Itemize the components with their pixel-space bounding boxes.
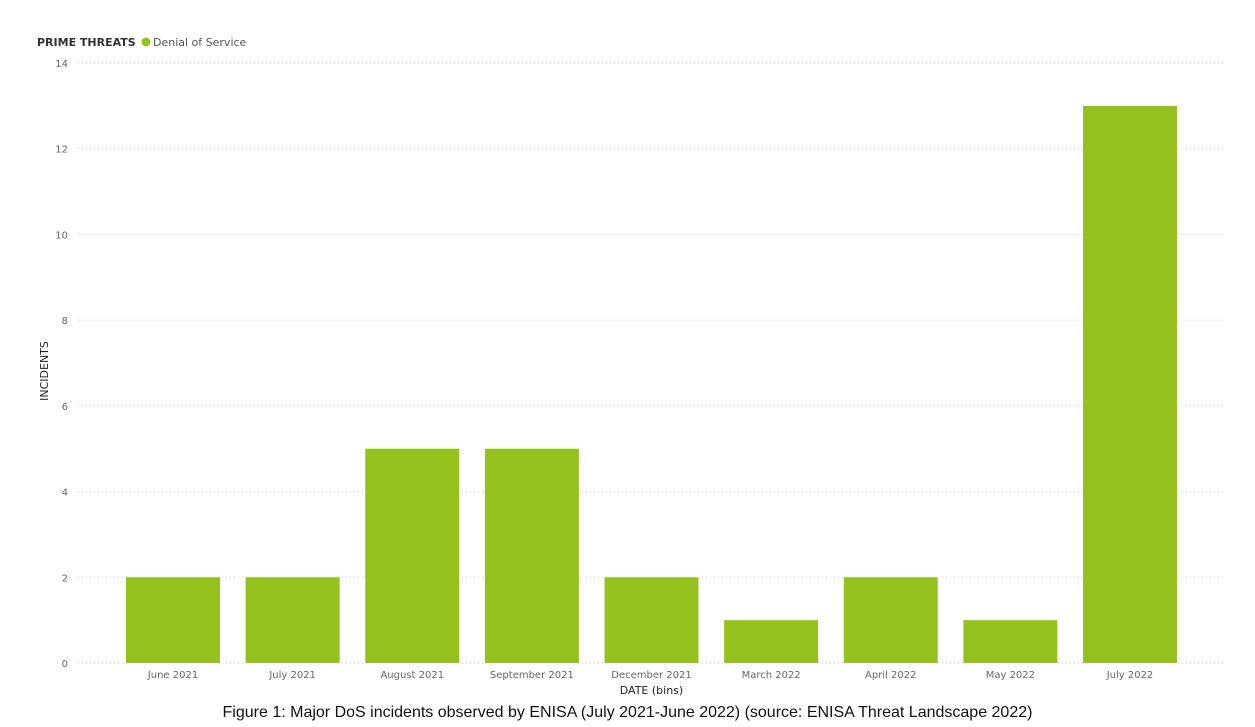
y-tick-label: 2: [62, 573, 68, 584]
legend: PRIME THREATS Denial of Service: [37, 36, 247, 49]
dos-incidents-bar-chart: PRIME THREATS Denial of Service 0 2 4 6 8 10 1…: [37, 36, 1225, 697]
y-tick-label: 4: [62, 488, 68, 499]
x-tick-label: May 2022: [986, 670, 1035, 681]
bar: [365, 448, 460, 663]
bar: [963, 620, 1058, 663]
bar: [604, 577, 699, 663]
legend-entry-label: Denial of Service: [153, 36, 247, 49]
x-tick-label: July 2022: [1106, 670, 1154, 681]
gridlines: [78, 62, 1225, 664]
x-tick-label: September 2021: [490, 670, 574, 681]
x-axis-title: DATE (bins): [620, 684, 683, 697]
y-tick-label: 10: [55, 230, 68, 241]
y-tick-label: 8: [62, 316, 68, 327]
bar: [126, 577, 220, 663]
x-tick-label: June 2021: [147, 670, 198, 681]
figure-caption: Figure 1: Major DoS incidents observed b…: [222, 704, 1033, 721]
x-tick-label: March 2022: [742, 670, 801, 681]
legend-swatch: [141, 37, 151, 47]
y-tick-label: 6: [62, 402, 68, 413]
y-axis-ticks: 0 2 4 6 8 10 12 14: [55, 59, 68, 670]
y-tick-label: 14: [55, 59, 68, 70]
x-tick-label: July 2021: [268, 670, 316, 681]
bar: [724, 620, 819, 663]
bar: [1083, 105, 1177, 664]
y-tick-label: 12: [55, 145, 68, 156]
bar: [484, 448, 579, 663]
x-axis-ticks: June 2021 July 2021 August 2021 September 2…: [147, 670, 1154, 681]
x-tick-label: August 2021: [380, 670, 444, 681]
x-tick-label: December 2021: [611, 670, 691, 681]
y-axis-title: INCIDENTS: [38, 341, 51, 401]
x-tick-label: April 2022: [865, 670, 916, 681]
bar: [843, 577, 938, 663]
y-tick-label: 0: [62, 659, 68, 670]
legend-title: PRIME THREATS: [37, 36, 136, 49]
bars: [126, 105, 1177, 664]
bar: [245, 577, 340, 663]
